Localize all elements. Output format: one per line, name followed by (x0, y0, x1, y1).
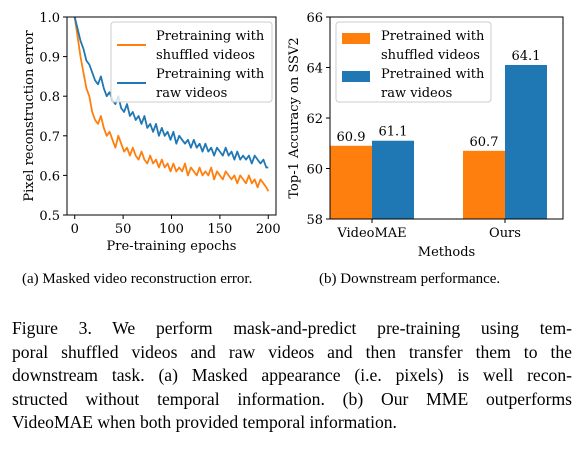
y-tick-label: 0.6 (39, 169, 60, 184)
legend-label: Pretrained with raw videos (381, 67, 485, 101)
y-tick-label: 64 (306, 62, 323, 77)
legend-box (335, 21, 492, 103)
x-tick-label: 50 (115, 222, 132, 237)
caption-line: Figure 3. We perform mask-and-predict pr… (12, 318, 572, 338)
x-tick-label: 150 (207, 222, 232, 237)
legend-label: Pretraining with raw videos (156, 67, 265, 101)
caption-line: downstream task. (a) Masked appearance (… (12, 365, 572, 385)
caption-line: poral shuffled videos and raw videos and… (12, 341, 572, 362)
y-tick-label: 66 (306, 11, 323, 26)
y-tick-label: 60 (306, 163, 323, 178)
y-tick-label: 0.8 (39, 90, 60, 105)
y-axis-label: Top-1 Accuracy on SSV2 (287, 37, 302, 198)
bar (505, 64, 547, 219)
x-tick-label: 0 (71, 222, 79, 237)
y-tick-label: 0.5 (39, 209, 60, 224)
subcaption-b: (b) Downstream performance. (319, 271, 501, 287)
legend-box (110, 21, 273, 103)
caption-line: structed without temporal information. (… (12, 388, 572, 409)
legend-label: Pretraining with shuffled videos (156, 29, 265, 63)
bar-value-label: 60.9 (337, 130, 366, 145)
x-axis-label: Pre-training epochs (107, 239, 237, 254)
legend-swatch (342, 71, 370, 82)
y-tick-label: 58 (306, 213, 323, 228)
subcaption-a: (a) Masked video reconstruction error. (22, 271, 253, 287)
x-tick-label: 200 (256, 222, 281, 237)
series-line (73, 16, 270, 192)
x-tick-label: 100 (159, 222, 184, 237)
series-line (73, 16, 269, 169)
y-axis-label: Pixel reconstruction error (22, 30, 37, 202)
x-tick-label: VideoMAE (336, 226, 406, 241)
bar (463, 150, 505, 219)
y-tick-label: 0.7 (39, 130, 60, 145)
bar (372, 140, 414, 219)
x-axis-label: Methods (418, 245, 475, 260)
y-tick-label: 62 (306, 112, 323, 127)
legend-swatch (342, 33, 370, 44)
figure-caption: Figure 3. We perform mask-and-predict pr… (12, 317, 572, 435)
caption-line: VideoMAE when both provided temporal inf… (12, 412, 397, 432)
y-tick-label: 1.0 (39, 11, 60, 26)
bar-value-label: 64.1 (512, 49, 541, 64)
x-tick-label: Ours (489, 226, 521, 241)
bar (330, 145, 372, 219)
charts-canvas: 0 50 100 150 200 0.5 0.6 0.7 0.8 0.9 1.0 Pre-traini… (22, 11, 564, 260)
legend-label: Pretrained with shuffled videos (381, 29, 485, 63)
bar-value-label: 60.7 (470, 135, 499, 150)
y-tick-label: 0.9 (39, 51, 60, 66)
bar-value-label: 61.1 (379, 125, 408, 140)
